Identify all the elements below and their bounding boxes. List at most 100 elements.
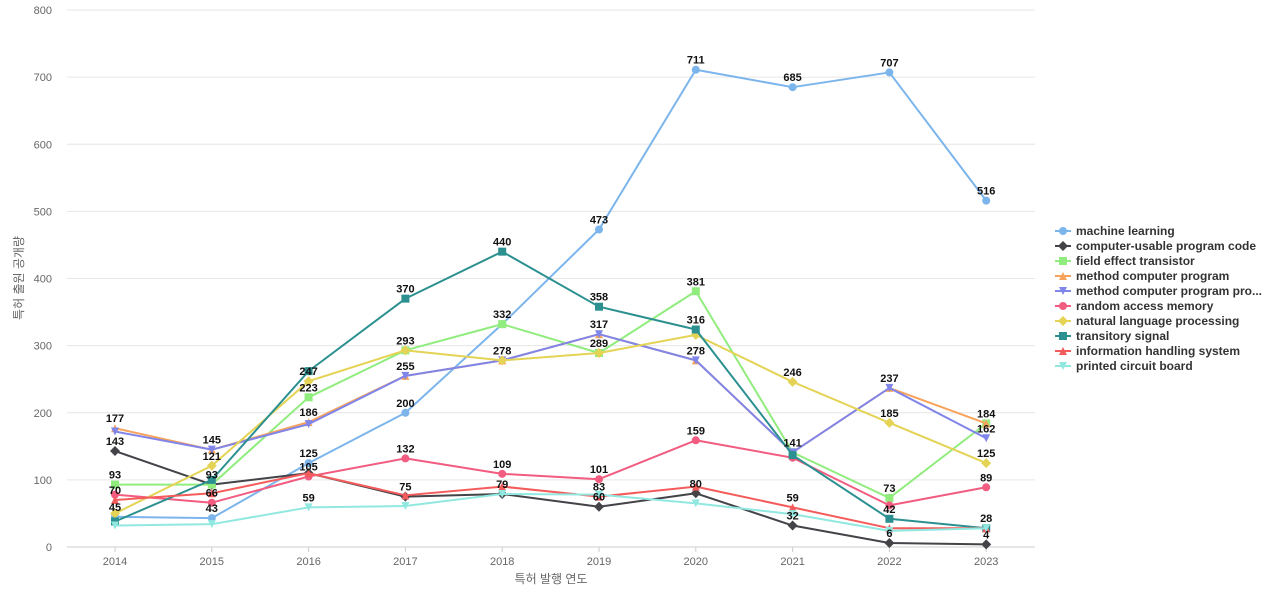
series-line[interactable] [114, 333, 987, 454]
legend-item[interactable]: method computer program pro... [1055, 284, 1262, 298]
legend-marker-icon[interactable] [1059, 257, 1067, 265]
data-point[interactable] [110, 508, 120, 519]
data-point[interactable] [691, 482, 700, 491]
data-point[interactable] [595, 475, 603, 484]
data-point[interactable] [401, 294, 410, 303]
series-line[interactable] [114, 492, 987, 532]
data-point[interactable] [691, 287, 700, 296]
data-point[interactable] [690, 488, 701, 499]
legend-marker-icon[interactable] [1059, 302, 1067, 310]
data-point[interactable] [788, 451, 797, 460]
data-point[interactable] [400, 345, 411, 356]
data-point[interactable] [884, 537, 895, 548]
series-line[interactable] [114, 472, 987, 530]
data-point[interactable] [885, 493, 894, 502]
data-point[interactable] [206, 460, 217, 471]
data-point[interactable] [982, 524, 991, 533]
data-point[interactable] [401, 371, 410, 380]
legend-marker-icon[interactable] [1058, 316, 1068, 326]
legend-item[interactable]: method computer program [1055, 269, 1229, 283]
data-point[interactable] [885, 383, 894, 392]
series-line[interactable] [114, 439, 987, 507]
data-point[interactable] [982, 419, 991, 428]
series-line[interactable] [114, 68, 987, 520]
data-point[interactable] [788, 510, 797, 519]
data-point[interactable] [788, 83, 797, 92]
legend-marker-icon[interactable] [1058, 241, 1068, 251]
data-point[interactable] [982, 196, 991, 205]
data-point[interactable] [787, 376, 798, 387]
data-point[interactable] [111, 490, 119, 499]
legend-marker-icon[interactable] [1059, 362, 1067, 370]
data-point[interactable] [498, 320, 507, 329]
data-point[interactable] [982, 434, 991, 443]
data-point[interactable] [981, 458, 992, 469]
legend-item[interactable]: transitory signal [1055, 329, 1169, 343]
data-point[interactable] [207, 498, 216, 507]
data-point[interactable] [595, 330, 603, 339]
legend-item[interactable]: random access memory [1055, 299, 1214, 313]
legend-item[interactable]: information handling system [1055, 344, 1240, 358]
data-point[interactable] [110, 446, 120, 457]
series-line[interactable] [114, 250, 987, 530]
legend-marker-icon[interactable] [1059, 272, 1067, 280]
series-line[interactable] [115, 290, 987, 499]
data-point[interactable] [595, 302, 603, 311]
data-point[interactable] [207, 520, 216, 529]
legend-item[interactable]: printed circuit board [1055, 359, 1193, 373]
data-point[interactable] [401, 491, 410, 500]
data-point[interactable] [787, 520, 798, 531]
series-natural-language-processing[interactable] [110, 329, 992, 519]
data-point[interactable] [207, 489, 216, 498]
legend-item[interactable]: machine learning [1055, 224, 1175, 238]
data-point[interactable] [885, 526, 894, 535]
data-point[interactable] [498, 247, 507, 256]
data-point[interactable] [304, 420, 313, 429]
series-line[interactable] [114, 333, 987, 515]
data-point[interactable] [304, 459, 313, 468]
data-point[interactable] [885, 501, 894, 510]
data-point[interactable] [498, 482, 507, 491]
data-point[interactable] [594, 348, 604, 359]
series-transitory-signal[interactable] [111, 247, 991, 533]
data-point[interactable] [885, 68, 894, 77]
data-point[interactable] [111, 517, 119, 526]
legend-marker-icon[interactable] [1059, 347, 1067, 355]
data-point[interactable] [111, 521, 119, 530]
data-point[interactable] [207, 475, 216, 484]
data-point[interactable] [691, 356, 700, 365]
legend-item[interactable]: field effect transistor [1055, 254, 1195, 268]
data-point[interactable] [207, 514, 216, 523]
data-point[interactable] [691, 325, 700, 334]
data-point[interactable] [594, 501, 604, 512]
series-line[interactable] [114, 450, 987, 546]
series-information-handling-system[interactable] [111, 469, 991, 533]
data-point[interactable] [304, 503, 313, 512]
series-printed-circuit-board[interactable] [111, 489, 991, 535]
legend-item[interactable]: natural language processing [1055, 314, 1239, 328]
data-point[interactable] [691, 436, 700, 445]
data-point[interactable] [885, 514, 894, 523]
data-point[interactable] [497, 355, 508, 366]
series-machine-learning[interactable] [111, 65, 991, 523]
series-field-effect-transistor[interactable] [111, 287, 991, 502]
data-point[interactable] [207, 480, 216, 489]
data-point[interactable] [207, 445, 216, 454]
legend-item[interactable]: computer-usable program code [1055, 239, 1256, 253]
series-method-computer-program-pro-[interactable] [111, 330, 991, 457]
legend-marker-icon[interactable] [1059, 287, 1067, 295]
data-point[interactable] [111, 480, 119, 489]
data-point[interactable] [304, 393, 313, 402]
data-point[interactable] [498, 489, 507, 498]
data-point[interactable] [884, 417, 895, 428]
data-point[interactable] [595, 490, 603, 499]
data-point[interactable] [498, 469, 507, 478]
data-point[interactable] [788, 503, 797, 512]
data-point[interactable] [595, 225, 603, 234]
data-point[interactable] [691, 499, 700, 508]
data-point[interactable] [111, 427, 119, 436]
data-point[interactable] [691, 65, 700, 74]
legend-marker-icon[interactable] [1059, 332, 1067, 340]
series-line[interactable] [114, 333, 987, 454]
